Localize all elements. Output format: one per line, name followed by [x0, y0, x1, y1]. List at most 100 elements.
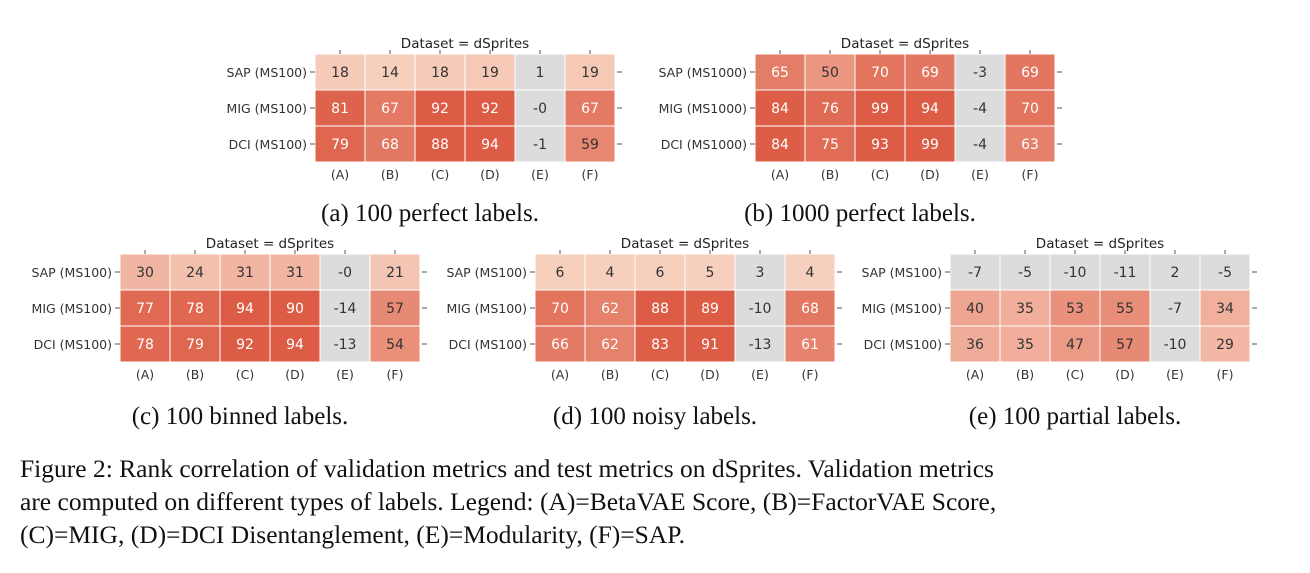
x-tick-label: (E)	[531, 167, 549, 182]
heatmap-cell	[314, 125, 366, 163]
heatmap-svg: Dataset = dSprites 65 50 70 69 -3 69 SAP (MS100…	[658, 36, 1062, 182]
y-tick-label: SAP (MS100)	[446, 265, 527, 280]
heatmap-cell	[219, 325, 271, 363]
x-tick-label: (D)	[920, 167, 939, 182]
heatmap-cell	[1049, 325, 1101, 363]
heatmap-cell	[584, 289, 636, 327]
x-tick-label: (B)	[821, 167, 839, 182]
heatmap-cell	[634, 289, 686, 327]
cell-value: 57	[386, 301, 404, 317]
cell-value: 67	[581, 101, 599, 117]
cell-value: 68	[381, 137, 399, 153]
cell-value: 84	[771, 137, 789, 153]
x-tick-label: (D)	[700, 367, 719, 382]
heatmap-cell	[269, 325, 321, 363]
heatmap-cell	[564, 125, 616, 163]
x-tick-label: (B)	[381, 167, 399, 182]
cell-value: 68	[801, 301, 819, 317]
cell-value: 77	[136, 301, 154, 317]
figure-caption-line-2: are computed on different types of label…	[20, 487, 997, 516]
cell-value: 70	[1021, 101, 1039, 117]
cell-value: -3	[973, 65, 987, 81]
heatmap-cell	[534, 289, 586, 327]
heatmap-cell	[169, 253, 221, 291]
heatmap-d: Dataset = dSprites 6 4 6 5 3 4 SAP (MS100) 70 62 8…	[430, 232, 847, 386]
heatmap-cell	[514, 89, 566, 127]
cell-value: 35	[1016, 301, 1034, 317]
cell-value: 88	[651, 301, 669, 317]
y-tick-label: SAP (MS1000)	[658, 65, 747, 80]
heatmap-svg: Dataset = dSprites -7 -5 -10 -11 2 -5 SAP (MS10…	[861, 236, 1257, 382]
cell-value: 83	[651, 337, 669, 353]
cell-value: 65	[771, 65, 789, 81]
heatmap-cell	[219, 253, 271, 291]
heatmap-cell	[364, 125, 416, 163]
heatmap-cell	[954, 89, 1006, 127]
heatmap-cell	[584, 325, 636, 363]
cell-value: -7	[1168, 301, 1182, 317]
cell-value: -10	[749, 301, 772, 317]
y-tick-label: SAP (MS100)	[861, 265, 942, 280]
x-tick-label: (C)	[236, 367, 254, 382]
cell-value: 79	[186, 337, 204, 353]
heatmap-cell	[754, 89, 806, 127]
heatmap-cell	[1199, 325, 1251, 363]
chart-title: Dataset = dSprites	[401, 36, 529, 52]
heatmap-cell	[1149, 289, 1201, 327]
heatmap-cell	[904, 53, 956, 91]
heatmap-c: Dataset = dSprites 30 24 31 31 -0 21 SAP (MS100…	[15, 232, 432, 386]
cell-value: 54	[386, 337, 404, 353]
cell-value: -13	[749, 337, 772, 353]
chart-title: Dataset = dSprites	[206, 236, 334, 252]
heatmap-svg: Dataset = dSprites 6 4 6 5 3 4 SAP (MS100) 70 62 8…	[446, 236, 842, 382]
x-tick-label: (D)	[480, 167, 499, 182]
heatmap-cell	[684, 253, 736, 291]
cell-value: 21	[386, 265, 404, 281]
heatmap-cell	[364, 53, 416, 91]
cell-value: 63	[1021, 137, 1039, 153]
cell-value: 90	[286, 301, 304, 317]
chart-title: Dataset = dSprites	[621, 236, 749, 252]
cell-value: 18	[331, 65, 349, 81]
cell-value: 34	[1216, 301, 1234, 317]
cell-value: 29	[1216, 337, 1234, 353]
cell-value: 53	[1066, 301, 1084, 317]
cell-value: 36	[966, 337, 984, 353]
heatmap-e: Dataset = dSprites -7 -5 -10 -11 2 -5 SAP (MS10…	[845, 232, 1262, 386]
y-tick-label: SAP (MS100)	[31, 265, 112, 280]
cell-value: 99	[921, 137, 939, 153]
cell-value: -0	[533, 101, 547, 117]
heatmap-cell	[369, 325, 421, 363]
heatmap-cell	[564, 53, 616, 91]
heatmap-cell	[954, 125, 1006, 163]
cell-value: 69	[921, 65, 939, 81]
heatmap-svg: Dataset = dSprites 30 24 31 31 -0 21 SAP (MS100…	[31, 236, 427, 382]
x-tick-label: (F)	[1217, 367, 1234, 382]
y-tick-label: DCI (MS100)	[34, 337, 112, 352]
y-tick-label: DCI (MS100)	[229, 137, 307, 152]
cell-value: 6	[656, 265, 665, 281]
cell-value: -10	[1164, 337, 1187, 353]
cell-value: 50	[821, 65, 839, 81]
cell-value: 70	[551, 301, 569, 317]
heatmap-cell	[804, 89, 856, 127]
cell-value: 94	[481, 137, 499, 153]
cell-value: 94	[286, 337, 304, 353]
heatmap-cell	[169, 289, 221, 327]
cell-value: -5	[1218, 265, 1232, 281]
heatmap-cell	[1004, 89, 1056, 127]
heatmap-cell	[949, 289, 1001, 327]
cell-value: 92	[481, 101, 499, 117]
cell-value: -7	[968, 265, 982, 281]
cell-value: 67	[381, 101, 399, 117]
x-tick-label: (C)	[1066, 367, 1084, 382]
y-tick-label: MIG (MS100)	[862, 301, 942, 316]
cell-value: 59	[581, 137, 599, 153]
heatmap-cell	[999, 289, 1051, 327]
y-tick-label: DCI (MS100)	[864, 337, 942, 352]
cell-value: 35	[1016, 337, 1034, 353]
heatmap-cell	[219, 289, 271, 327]
x-tick-label: (B)	[601, 367, 619, 382]
cell-value: -10	[1064, 265, 1087, 281]
heatmap-cell	[1199, 253, 1251, 291]
